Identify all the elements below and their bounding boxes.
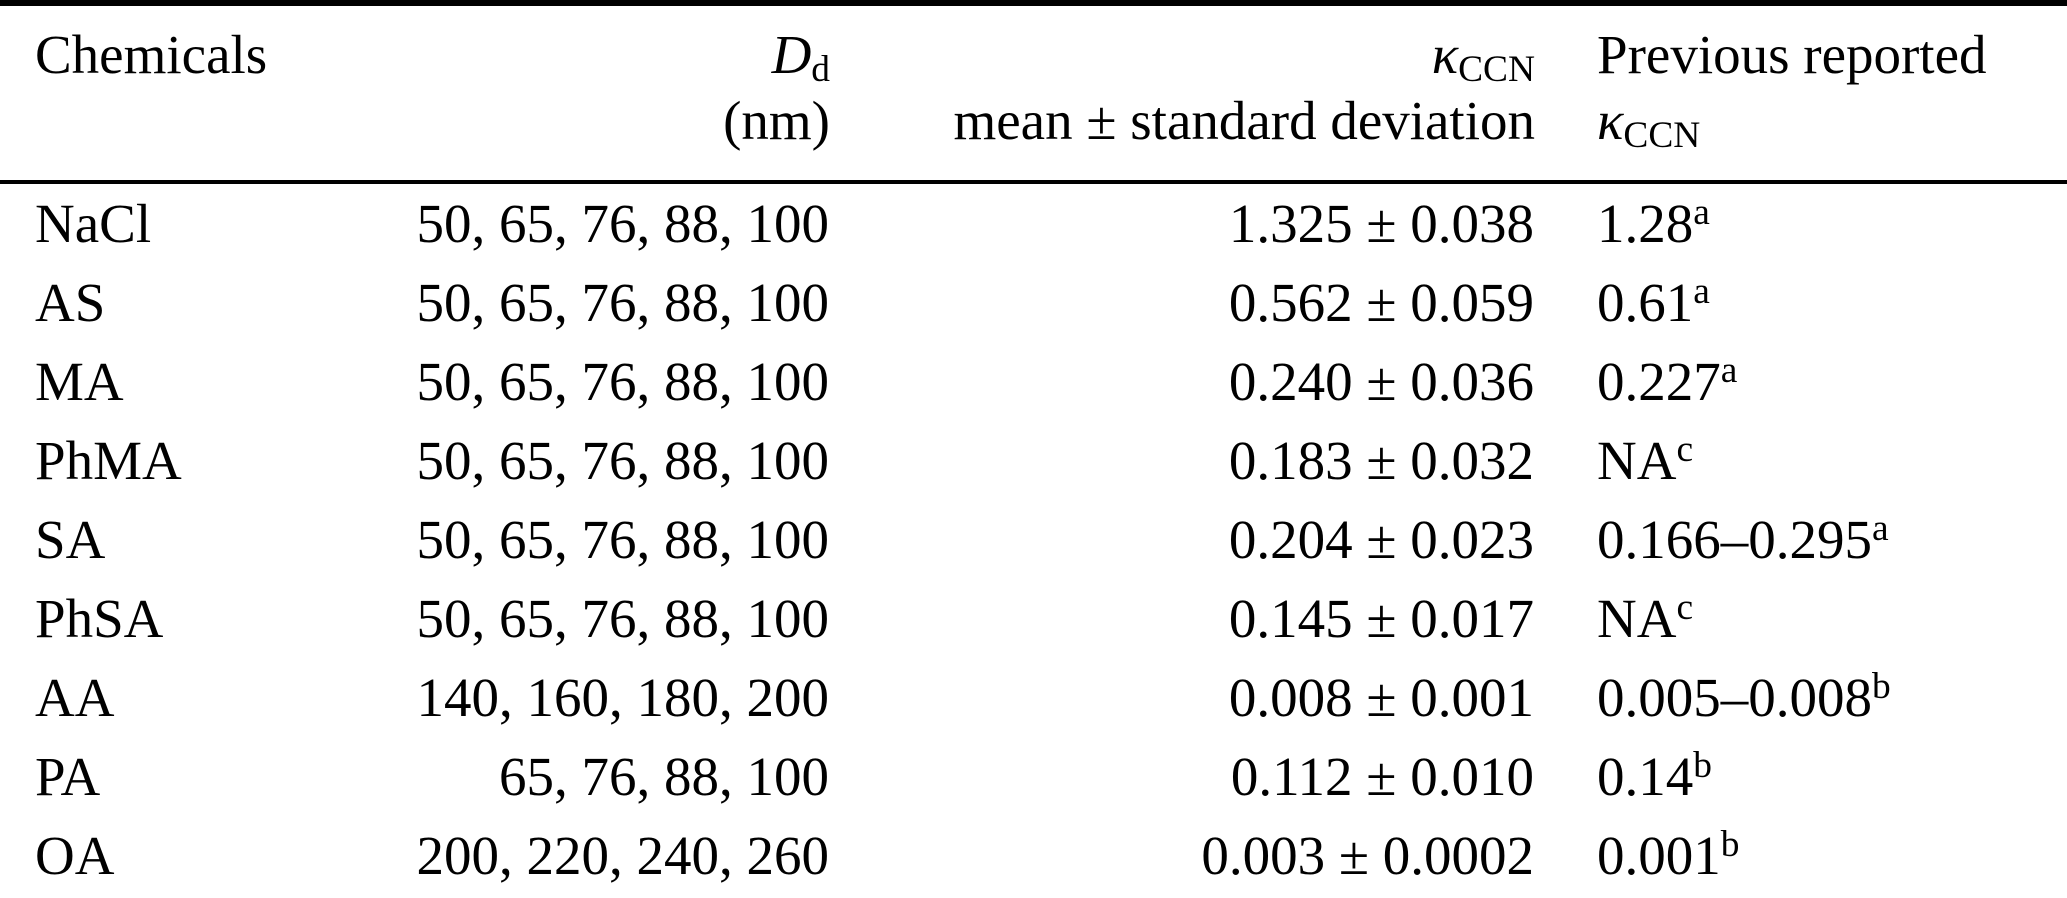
footnote-marker: b (1872, 666, 1891, 708)
previous-cell: 0.005–0.008b (1535, 658, 2067, 737)
previous-kappa-subscript: CCN (1623, 115, 1701, 157)
footnote-marker: a (1693, 192, 1710, 234)
chemicals-header-label: Chemicals (35, 24, 268, 85)
diameters-cell: 50, 65, 76, 88, 100 (416, 430, 830, 491)
previous-value: 0.227 (1597, 351, 1721, 412)
header-row: Chemicals Dd (nm) κCCN mean ± standard d… (0, 3, 2067, 184)
chemical-cell: AA (35, 667, 115, 728)
kappa-cell: 0.240 ± 0.036 (1228, 351, 1534, 412)
previous-cell: NAc (1535, 421, 2067, 500)
chemical-cell: MA (35, 351, 124, 412)
previous-cell: 0.14b (1535, 737, 2067, 816)
previous-value: 0.166–0.295 (1597, 509, 1872, 570)
dd-unit-label: (nm) (723, 90, 830, 151)
previous-value: 0.001 (1597, 825, 1721, 886)
dd-subscript: d (811, 49, 830, 91)
diameters-cell: 50, 65, 76, 88, 100 (416, 509, 830, 570)
previous-kappa-symbol-line: κCCN (1597, 88, 2067, 154)
previous-cell: 0.166–0.295a (1535, 500, 2067, 579)
table-row: MA 50, 65, 76, 88, 100 0.240 ± 0.036 0.2… (0, 342, 2067, 421)
kappa-cell: 0.003 ± 0.0002 (1201, 825, 1534, 886)
footnote-marker: c (1676, 587, 1694, 629)
chemical-cell: NaCl (35, 193, 152, 254)
footnote-marker: a (1693, 271, 1710, 313)
chemical-cell: SA (35, 509, 106, 570)
dd-symbol: D (771, 24, 812, 85)
footnote-marker: c (1676, 429, 1694, 471)
kappa-symbol: κ (1431, 24, 1459, 85)
dry-diameter-symbol-line: Dd (375, 22, 830, 88)
table-row: AS 50, 65, 76, 88, 100 0.562 ± 0.059 0.6… (0, 263, 2067, 342)
chemical-cell: AS (35, 272, 106, 333)
diameters-cell: 140, 160, 180, 200 (416, 667, 830, 728)
diameters-cell: 50, 65, 76, 88, 100 (416, 588, 830, 649)
previous-cell: 0.227a (1535, 342, 2067, 421)
col-header-previous-reported: Previous reported κCCN (1535, 3, 2067, 184)
diameters-cell: 50, 65, 76, 88, 100 (416, 351, 830, 412)
chemical-cell: PhSA (35, 588, 164, 649)
table-row: SA 50, 65, 76, 88, 100 0.204 ± 0.023 0.1… (0, 500, 2067, 579)
previous-value: 1.28 (1597, 193, 1694, 254)
previous-value: NA (1597, 430, 1677, 491)
previous-cell: 1.28a (1535, 182, 2067, 263)
diameters-cell: 50, 65, 76, 88, 100 (416, 193, 830, 254)
previous-cell: 0.61a (1535, 263, 2067, 342)
table-row: AA 140, 160, 180, 200 0.008 ± 0.001 0.00… (0, 658, 2067, 737)
diameters-cell: 50, 65, 76, 88, 100 (416, 272, 830, 333)
col-header-dry-diameter: Dd (nm) (375, 3, 830, 184)
previous-value: 0.005–0.008 (1597, 667, 1872, 728)
chemical-cell: PA (35, 746, 101, 807)
diameters-cell: 200, 220, 240, 260 (416, 825, 830, 886)
table-row: OA 200, 220, 240, 260 0.003 ± 0.0002 0.0… (0, 816, 2067, 898)
previous-cell: 0.001b (1535, 816, 2067, 898)
kappa-subscript: CCN (1458, 49, 1535, 91)
table-row: PA 65, 76, 88, 100 0.112 ± 0.010 0.14b (0, 737, 2067, 816)
kappa-cell: 1.325 ± 0.038 (1228, 193, 1534, 254)
footnote-marker: a (1720, 350, 1738, 392)
kappa-cell: 0.183 ± 0.032 (1228, 430, 1534, 491)
table-row: PhSA 50, 65, 76, 88, 100 0.145 ± 0.017 N… (0, 579, 2067, 658)
kappa-cell: 0.204 ± 0.023 (1228, 509, 1534, 570)
previous-value: 0.14 (1597, 746, 1694, 807)
col-header-chemicals: Chemicals (0, 3, 375, 184)
footnote-marker: b (1693, 745, 1712, 787)
footnote-marker: a (1872, 508, 1889, 550)
table-row: PhMA 50, 65, 76, 88, 100 0.183 ± 0.032 N… (0, 421, 2067, 500)
previous-value: 0.61 (1597, 272, 1694, 333)
previous-cell: NAc (1535, 579, 2067, 658)
kappa-symbol-line: κCCN (830, 22, 1535, 88)
previous-reported-label: Previous reported (1597, 24, 1987, 85)
kappa-mean-sd-label: mean ± standard deviation (953, 90, 1535, 151)
kappa-cell: 0.112 ± 0.010 (1230, 746, 1534, 807)
chemical-cell: OA (35, 825, 115, 886)
previous-value: NA (1597, 588, 1677, 649)
kappa-cell: 0.562 ± 0.059 (1228, 272, 1534, 333)
diameters-cell: 65, 76, 88, 100 (499, 746, 829, 807)
footnote-marker: b (1720, 824, 1740, 866)
col-header-kappa-ccn: κCCN mean ± standard deviation (830, 3, 1535, 184)
chemical-cell: PhMA (35, 430, 182, 491)
kappa-cell: 0.145 ± 0.017 (1228, 588, 1534, 649)
kappa-cell: 0.008 ± 0.001 (1228, 667, 1534, 728)
table-row: NaCl 50, 65, 76, 88, 100 1.325 ± 0.038 1… (0, 182, 2067, 263)
previous-kappa-symbol: κ (1597, 90, 1624, 151)
